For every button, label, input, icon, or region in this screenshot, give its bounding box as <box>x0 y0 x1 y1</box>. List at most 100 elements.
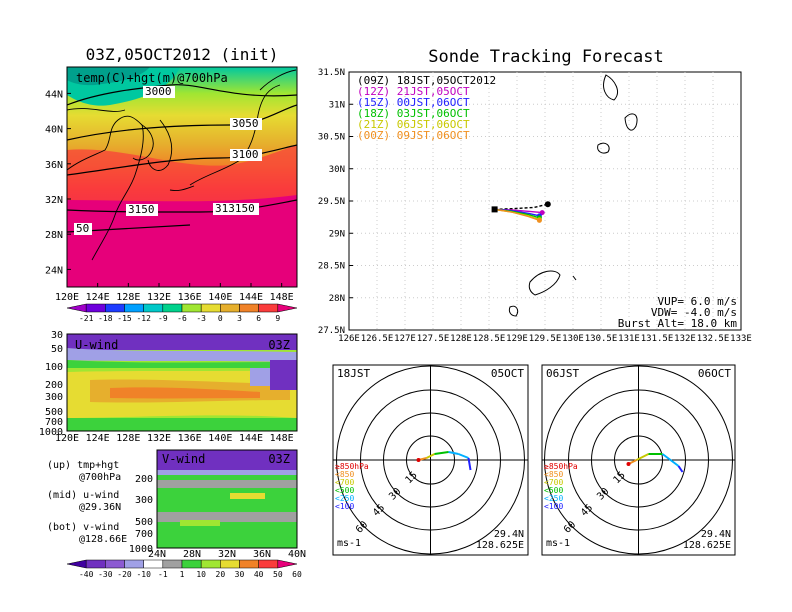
colorbar-swatch <box>220 303 240 313</box>
colorbar-swatch <box>258 559 279 569</box>
colorbar-label: 60 <box>292 570 302 579</box>
colorbar-label: 9 <box>275 314 280 323</box>
colorbar-label: 6 <box>256 314 261 323</box>
track-map: (09Z) 18JST,05OCT2012(12Z) 21JST,05OCT(1… <box>318 68 752 344</box>
map-lon-label: 120E <box>55 292 79 303</box>
polar-lon: 128.625E <box>683 540 731 551</box>
u-lon-label: 148E <box>270 433 294 444</box>
colorbar-label: 1 <box>180 570 185 579</box>
colorbar-label: -9 <box>158 314 168 323</box>
colorbar-label: -6 <box>177 314 187 323</box>
contour-label: 3050 <box>232 117 259 130</box>
track-lat-label: 28N <box>329 294 345 304</box>
v-lat-label: 28N <box>183 549 201 560</box>
u-lon-label: 128E <box>116 433 140 444</box>
contour-label-bg <box>230 118 262 130</box>
colorbar-swatch <box>162 559 183 569</box>
colorbar-swatch <box>200 303 221 313</box>
contour-label-bg <box>230 149 262 161</box>
polar-level-label: <100 <box>335 502 354 511</box>
track-lat-label: 29.5N <box>318 197 345 207</box>
colorbar-label: -20 <box>117 570 132 579</box>
coastline <box>147 119 173 171</box>
map-lat-label: 40N <box>45 125 63 136</box>
map-lat-label: 24N <box>45 265 63 276</box>
contour-label-bg <box>213 203 259 215</box>
colorbar-swatch <box>239 559 259 569</box>
polar-lat: 29.4N <box>701 529 731 540</box>
colorbar-label: 30 <box>235 570 245 579</box>
track-lon-label: 126.5E <box>361 334 394 344</box>
contour-label: 3000 <box>145 85 172 98</box>
contour-line <box>67 144 297 176</box>
v-lat-label: 24N <box>148 549 166 560</box>
hodograph-segment <box>636 453 649 461</box>
track-lon-label: 131.5E <box>641 334 674 344</box>
contour-line <box>67 199 297 213</box>
track-lon-label: 132.5E <box>697 334 730 344</box>
u-p-label: 300 <box>45 392 63 403</box>
track-lon-label: 131E <box>618 334 640 344</box>
polar-unit: ms-1 <box>337 538 361 549</box>
vdw-text: VDW= -4.0 m/s <box>651 306 737 319</box>
track-legend-item: (21Z) 06JST,06OCT <box>357 118 470 131</box>
hodograph-segment <box>434 451 449 455</box>
colorbar-label: 0 <box>218 314 223 323</box>
u-lon-label: 144E <box>239 433 263 444</box>
colorbar-swatch <box>143 559 164 569</box>
hodograph-segment <box>458 453 469 459</box>
map-lat-label: 36N <box>45 160 63 171</box>
coastline <box>597 142 610 154</box>
track-lon-label: 129E <box>506 334 528 344</box>
map-lon-label: 144E <box>239 292 263 303</box>
hodograph-start <box>416 458 421 462</box>
map-lat-label: 28N <box>45 230 63 241</box>
colorbar-label: -18 <box>98 314 113 323</box>
burst-text: Burst Alt= 18.0 km <box>618 317 738 330</box>
v-wind-time: 03Z <box>268 452 290 466</box>
v-p-label: 1000 <box>129 544 153 555</box>
legend-line: @700hPa <box>79 472 121 483</box>
colorbar-swatch <box>258 303 279 313</box>
coastline <box>169 185 195 191</box>
hodograph-segment <box>448 451 459 455</box>
polar-level-label: <850 <box>544 470 563 479</box>
polar-level-label: <250 <box>544 494 563 503</box>
map-label: temp(C)+hgt(m)@700hPa <box>76 71 228 85</box>
track-series-line <box>494 203 548 211</box>
u-p-label: 1000 <box>39 427 63 438</box>
map-lon-label: 128E <box>116 292 140 303</box>
u-lon-label: 132E <box>147 433 171 444</box>
coastline <box>528 270 561 296</box>
polar-level-label: <700 <box>335 478 354 487</box>
polar-level-label: <500 <box>544 486 563 495</box>
map-lat-label: 32N <box>45 195 63 206</box>
track-end-point <box>539 210 545 216</box>
hodograph-segment <box>669 459 680 467</box>
track-lat-label: 31N <box>329 100 345 110</box>
polar-level-label: <100 <box>544 502 563 511</box>
hodograph-start <box>626 462 631 466</box>
colorbar-swatch <box>124 303 144 313</box>
map-lon-label: 132E <box>147 292 171 303</box>
polar-time: 06JST <box>546 367 579 380</box>
launch-point <box>491 206 498 213</box>
track-lon-label: 129.5E <box>529 334 562 344</box>
colorbar-swatch <box>105 559 125 569</box>
colorbar-label: -10 <box>136 570 151 579</box>
track-lon-label: 126E <box>338 334 360 344</box>
track-legend-item: (00Z) 09JST,06OCT <box>357 129 470 142</box>
track-lon-label: 128.5E <box>473 334 506 344</box>
track-lat-label: 29N <box>329 229 345 239</box>
hodograph-segment <box>661 453 672 461</box>
track-legend-item: (15Z) 00JST,06OCT <box>357 96 470 109</box>
u-p-label: 30 <box>51 330 63 341</box>
hodograph-segment <box>426 453 435 459</box>
hodograph-segment <box>677 465 684 473</box>
u-p-label: 50 <box>51 344 63 355</box>
hodograph-segment <box>467 457 472 471</box>
map-lat-label: 44N <box>45 89 63 100</box>
